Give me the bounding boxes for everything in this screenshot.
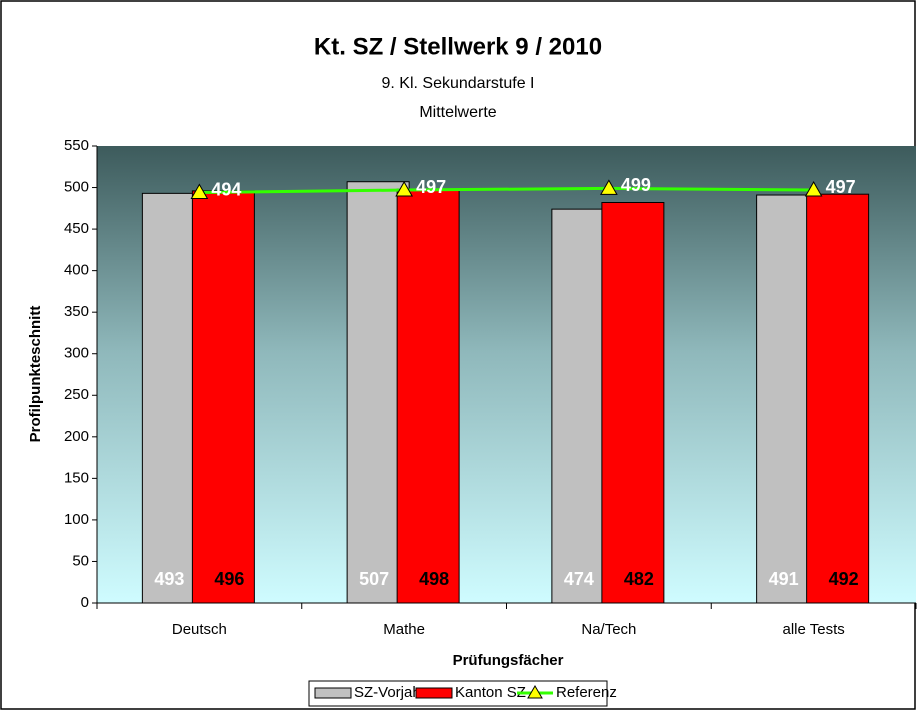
y-tick-label: 200 bbox=[64, 428, 89, 445]
data-label: 492 bbox=[829, 569, 859, 589]
chart-subtitle: 9. Kl. Sekundarstufe I bbox=[382, 75, 535, 92]
data-label: 474 bbox=[564, 569, 594, 589]
x-tick-label: Mathe bbox=[383, 621, 425, 638]
legend-label: SZ-Vorjahr bbox=[354, 684, 426, 701]
legend-marker bbox=[527, 685, 543, 699]
data-label: 498 bbox=[419, 569, 449, 589]
chart-subtitle: Mittelwerte bbox=[419, 104, 496, 121]
legend-label: Kanton SZ bbox=[455, 684, 526, 701]
data-label: 496 bbox=[214, 569, 244, 589]
line bbox=[199, 186, 814, 195]
marker bbox=[190, 183, 209, 200]
data-label: 497 bbox=[826, 177, 856, 197]
marker bbox=[395, 181, 413, 197]
y-tick-label: 0 bbox=[81, 594, 89, 611]
legend-box bbox=[308, 680, 608, 707]
y-tick-label: 250 bbox=[64, 386, 89, 403]
bar bbox=[806, 193, 870, 604]
x-axis-title: Prüfungsfächer bbox=[453, 652, 564, 669]
y-tick-label: 350 bbox=[64, 303, 89, 320]
legend-swatch bbox=[314, 687, 352, 699]
legend-label: Referenz bbox=[556, 684, 617, 701]
x-tick-label: Na/Tech bbox=[581, 621, 636, 638]
y-axis-title: Profilpunkteschnitt bbox=[27, 306, 44, 443]
y-tick-label: 400 bbox=[64, 262, 89, 279]
x-tick-label: alle Tests bbox=[782, 621, 844, 638]
data-label: 507 bbox=[359, 569, 389, 589]
legend-swatch bbox=[415, 687, 453, 699]
y-tick-label: 150 bbox=[64, 469, 89, 486]
data-label: 493 bbox=[154, 569, 184, 589]
bar bbox=[601, 202, 665, 604]
data-label: 491 bbox=[769, 569, 799, 589]
bar bbox=[191, 190, 255, 604]
y-tick-label: 550 bbox=[64, 137, 89, 154]
y-tick-label: 500 bbox=[64, 179, 89, 196]
x-tick-label: Deutsch bbox=[172, 621, 227, 638]
y-tick-label: 100 bbox=[64, 511, 89, 528]
marker bbox=[804, 181, 823, 197]
data-label: 497 bbox=[416, 177, 446, 197]
y-tick-label: 50 bbox=[72, 552, 89, 569]
bar bbox=[396, 188, 460, 604]
data-label: 499 bbox=[621, 175, 651, 195]
y-tick-label: 450 bbox=[64, 220, 89, 237]
y-tick-label: 300 bbox=[64, 345, 89, 362]
chart-title: Kt. SZ / Stellwerk 9 / 2010 bbox=[314, 33, 602, 60]
data-label: 482 bbox=[624, 569, 654, 589]
marker bbox=[600, 179, 618, 195]
data-label: 494 bbox=[211, 179, 241, 199]
